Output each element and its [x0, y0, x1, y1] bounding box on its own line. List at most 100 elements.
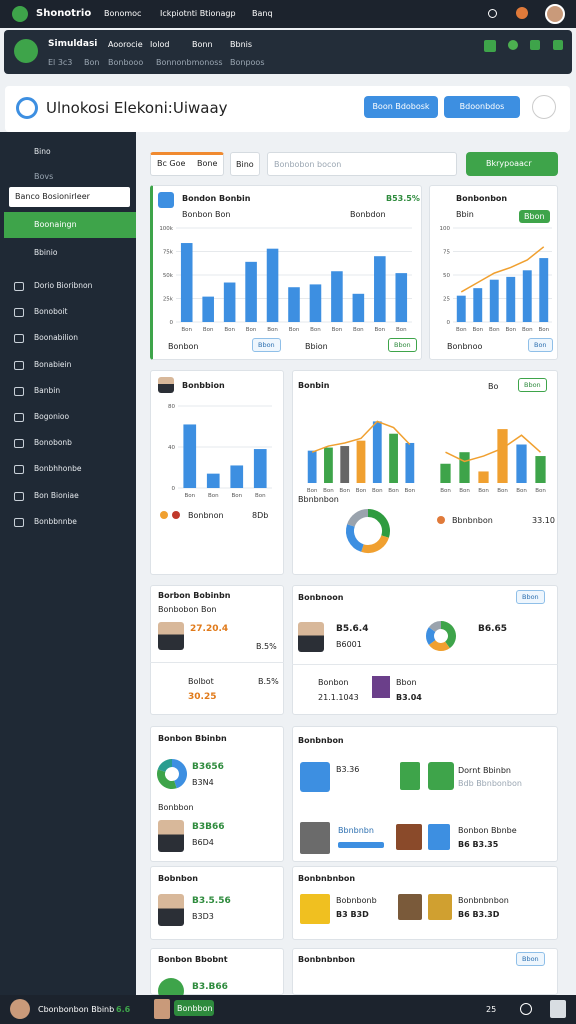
bar [506, 276, 516, 322]
card [292, 948, 558, 995]
header-sublink: Bonnonbmonoss [156, 58, 223, 67]
search[interactable]: Bonbobon bocon [267, 152, 457, 176]
x-tick-label: Bon [224, 327, 235, 333]
icon-button[interactable] [508, 40, 518, 50]
nav-item[interactable]: Dorio Bioribnon [34, 281, 93, 290]
bar [223, 282, 236, 322]
tab-group[interactable] [150, 152, 224, 176]
y-tick-label: 0 [172, 486, 176, 492]
y-tick-label: 0 [447, 320, 451, 326]
nav-item[interactable]: Bon Bioniae [34, 490, 79, 500]
user: Cbonbonbon Bbinb [38, 1005, 115, 1014]
sub: B3D3 [192, 912, 214, 921]
product-icon [398, 894, 422, 920]
nav-icon [14, 517, 24, 527]
combo-chart: Bon Bon Bon Bon Bon Bon Bon [307, 420, 416, 494]
nav-item[interactable]: Boonabilion [34, 333, 79, 343]
legend-dot [172, 511, 180, 519]
action-button[interactable]: Bkrypoaacr [466, 152, 558, 176]
product-icon [396, 824, 422, 850]
bottom-bar [0, 995, 576, 1024]
avatar[interactable] [545, 4, 565, 24]
bar [307, 450, 317, 483]
top-bar [0, 0, 576, 28]
bar [352, 293, 365, 322]
card-title: Bonbonbon [456, 194, 508, 203]
icon[interactable] [488, 9, 497, 18]
chip[interactable]: Bon [528, 338, 553, 352]
x-tick-label: Bon [323, 488, 334, 494]
header-link[interactable]: Iolod [150, 40, 170, 49]
sidebar-item[interactable]: Bino [34, 147, 51, 156]
filter[interactable]: Bino [230, 152, 260, 176]
nav-item[interactable]: Bonbhhonbe [34, 464, 82, 474]
x-tick-label: Bon [456, 327, 467, 333]
icon-button[interactable] [484, 40, 496, 52]
bar [206, 473, 220, 488]
chip[interactable]: Bbon [388, 338, 417, 352]
tab[interactable]: Bc Goe [157, 159, 186, 168]
nav-icon [14, 439, 24, 449]
chip[interactable]: Bbon [516, 590, 545, 604]
icon[interactable] [516, 7, 528, 19]
value: B3.36 [336, 765, 360, 774]
nav-icon [14, 334, 24, 344]
header-sublink: Bonpoos [230, 58, 265, 67]
bar [324, 447, 333, 483]
sidebar-item[interactable]: Bovs [34, 172, 54, 181]
bar-chart: 0 40 80 Bon Bon Bon Bon [168, 404, 272, 499]
menu-item[interactable]: Bonomoc [104, 9, 142, 18]
x-tick-label: Bon [405, 488, 416, 494]
x-tick-label: Bon [489, 327, 500, 333]
icon-button[interactable] [553, 40, 563, 50]
header-link[interactable]: Bonn [192, 40, 213, 49]
value: 30.25 [188, 692, 217, 702]
avatar [158, 894, 184, 926]
value: 27.20.4 [190, 624, 229, 634]
legend: Bbnbnbon [452, 516, 493, 525]
nav-item[interactable]: Banbin [34, 385, 61, 395]
sub: B6001 [336, 640, 362, 649]
x-tick-label: Bon [459, 488, 470, 494]
icon[interactable] [520, 1003, 532, 1015]
pie-slice [171, 759, 187, 789]
chip[interactable]: Bbon [518, 378, 547, 392]
chip[interactable]: Bbon [516, 952, 545, 966]
menu-item[interactable]: Banq [252, 9, 273, 18]
sidebar-item[interactable]: Bbinio [34, 248, 58, 257]
x-tick-label: Bon [388, 488, 399, 494]
chip[interactable]: Bonbbon [174, 1000, 214, 1016]
icon[interactable] [550, 1000, 566, 1018]
tab[interactable]: Bone [197, 159, 218, 168]
pie-slice [346, 524, 365, 552]
legend-dot [437, 516, 445, 524]
nav-item[interactable]: Bonobonb [34, 438, 72, 448]
chip[interactable]: Bbon [252, 338, 281, 352]
nav-item[interactable]: Bogonioo [34, 412, 70, 421]
x-tick-label: Bon [267, 327, 278, 333]
nav-item[interactable]: Bonoboit [34, 307, 68, 317]
legend: Bonbnon [188, 511, 224, 520]
x-tick-label: Bon [472, 327, 483, 333]
nav-icon [14, 308, 24, 318]
bar [266, 248, 279, 322]
value: 8Db [252, 511, 269, 520]
card-title: Bonbnoon [298, 593, 344, 602]
pie-slice [367, 509, 390, 538]
icon-button[interactable] [532, 95, 556, 119]
sidebar-active[interactable]: Boonaingn [4, 212, 136, 238]
icon-button[interactable] [530, 40, 540, 50]
select[interactable]: Banco Bosionirleer [9, 187, 130, 207]
header-link[interactable]: Bbnis [230, 40, 253, 49]
thumbnail [372, 676, 390, 698]
button[interactable]: Bdoonbdos [444, 96, 520, 118]
header-link[interactable]: Aoorocie [108, 40, 143, 49]
menu-item[interactable]: Ickpiotnti Btionagp [160, 9, 236, 18]
line [311, 420, 411, 453]
label: Bonbon Bbnbe [458, 826, 517, 835]
button[interactable]: Boon Bdobosk [364, 96, 438, 118]
x-tick-label: Bon [522, 327, 533, 333]
x-tick-label: Bon [181, 327, 192, 333]
nav-item[interactable]: Bonbbnnbe [34, 516, 77, 526]
nav-item[interactable]: Bonabiein [34, 359, 72, 369]
